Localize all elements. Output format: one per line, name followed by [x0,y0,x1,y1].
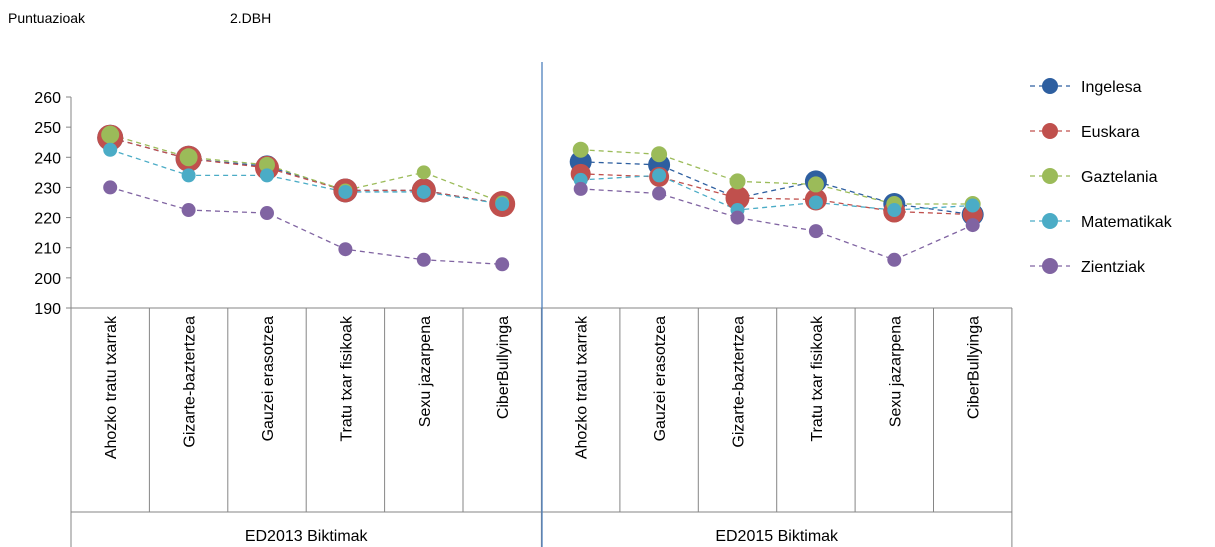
data-point-gaztelania [651,146,668,163]
data-point-gaztelania [259,156,275,173]
x-category-label: Gauzei erasotzea [652,316,669,442]
data-point-matematikak [887,203,902,218]
data-point-gaztelania [416,165,431,180]
header-grade: 2.DBH [230,10,272,26]
series-line-gaztelania [580,149,973,205]
data-point-matematikak [808,195,823,210]
data-point-matematikak [338,184,353,199]
x-category-label: Sexu jazarpena [887,316,904,427]
series-line-euskara [580,173,973,216]
data-point-zientziak [965,218,980,233]
data-point-zientziak [887,252,902,267]
series-line-gaztelania [110,134,503,204]
legend-label-matematikak: Matematikak [1081,214,1173,231]
series-line-euskara [110,137,503,205]
data-point-matematikak [652,168,667,183]
legend-marker-gaztelania [1042,168,1058,184]
series-line-ingelesa [580,161,973,216]
group-label: ED2013 Biktimak [245,528,369,545]
data-point-zientziak [416,252,431,267]
series-line-matematikak [580,174,973,211]
data-point-gaztelania [807,176,824,193]
data-point-gaztelania [729,173,746,190]
data-point-zientziak [495,257,510,272]
series-line-matematikak [109,149,503,205]
y-tick-label: 250 [34,120,61,137]
data-point-zientziak [260,206,274,221]
legend-label-zientziak: Zientziak [1081,259,1146,276]
legend-marker-euskara [1042,123,1058,139]
series-line-zientziak [110,186,503,265]
y-tick-label: 210 [34,241,61,258]
data-point-matematikak [103,142,118,157]
data-point-gaztelania [101,125,120,144]
y-tick-label: 220 [34,211,61,228]
header-label: Puntuazioak [8,10,86,26]
x-category-label: CiberBullyinga [495,316,512,419]
legend-marker-matematikak [1042,213,1058,229]
y-tick-label: 240 [34,150,61,167]
data-point-zientziak [652,186,667,201]
x-category-label: Ahozko tratu txarrak [103,315,120,459]
series-lines [109,134,973,265]
data-point-matematikak [181,168,196,183]
data-point-matematikak [416,184,431,199]
x-category-label: Sexu jazarpena [417,316,434,427]
series-line-ingelesa [110,137,503,205]
x-category-label: Gizarte-baztertzea [182,316,199,448]
y-tick-label: 190 [34,301,61,318]
legend-marker-zientziak [1042,258,1058,274]
data-point-zientziak [808,224,823,239]
legend-label-euskara: Euskara [1081,124,1140,141]
data-point-zientziak [181,203,196,218]
data-point-matematikak [260,168,274,183]
data-point-euskara [725,185,750,210]
y-tick-label: 260 [34,90,61,107]
data-point-matematikak [495,197,510,212]
x-category-label: Gauzei erasotzea [260,316,277,442]
chart-legend: Ingelesa Euskara Gaztelania Matematikak Zien… [1030,78,1173,276]
group-label: ED2015 Biktimak [715,528,839,545]
data-point-zientziak [103,180,118,195]
series-line-zientziak [580,188,973,261]
series-points [97,124,984,272]
data-point-matematikak [965,198,980,213]
x-category-label: Gizarte-baztertzea [731,316,748,448]
legend-label-ingelesa: Ingelesa [1081,79,1142,96]
data-point-zientziak [338,242,353,257]
data-point-gaztelania [572,141,589,158]
chart-axes: 190 200 210 220 230 240 250 260 Ahozko tratu txa… [34,62,1013,547]
y-tick-label: 200 [34,271,61,288]
data-point-zientziak [730,210,745,225]
x-category-label: Ahozko tratu txarrak [574,315,591,459]
data-point-zientziak [573,181,588,196]
x-category-label: Tratu txar fisikoak [809,315,826,442]
x-category-label: CiberBullyinga [966,316,983,419]
legend-label-gaztelania: Gaztelania [1081,169,1158,186]
x-category-label: Tratu txar fisikoak [338,315,355,442]
y-tick-label: 230 [34,180,61,197]
data-point-gaztelania [179,148,198,167]
legend-marker-ingelesa [1042,78,1058,94]
